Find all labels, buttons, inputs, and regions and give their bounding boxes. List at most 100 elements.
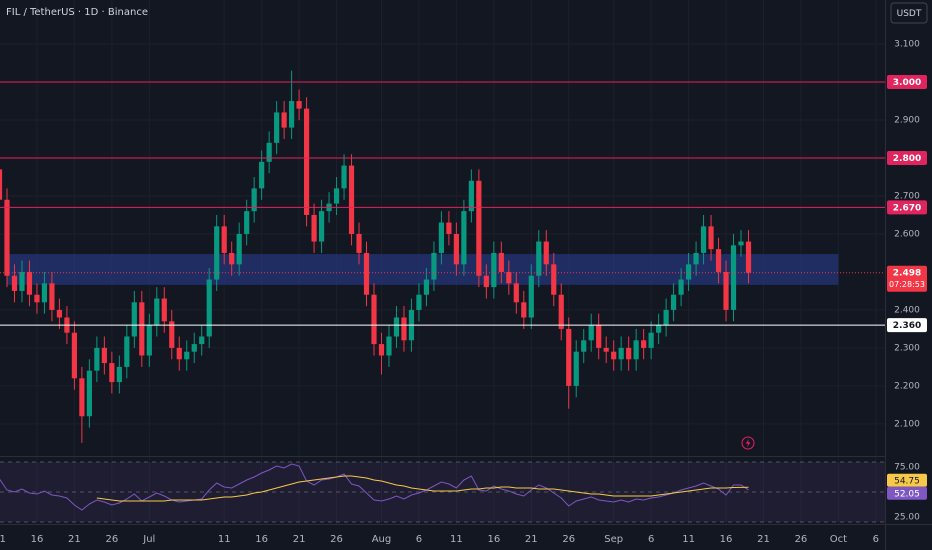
level-label-box	[887, 75, 927, 90]
rsi-line	[96, 475, 749, 502]
currency-button[interactable]	[890, 2, 928, 24]
currency-button-label[interactable]: USDT	[897, 9, 922, 19]
candle-body	[633, 340, 639, 360]
level-label-box	[887, 318, 927, 333]
candle-body	[34, 294, 40, 303]
last-price-box	[887, 265, 927, 292]
x-tick-label: 21	[757, 534, 770, 545]
candle-body	[700, 226, 707, 253]
candle-body	[371, 294, 377, 345]
x-tick-label: Oct	[830, 534, 847, 545]
level-label: 2.670	[893, 203, 921, 213]
candle-body	[483, 275, 489, 288]
candle-body	[289, 101, 295, 128]
candle-body	[0, 169, 3, 200]
axes: 11 16 21 26 Jul 11 16 21 26 Aug 6 11 16 21 26 Sep 6 11 16 2…	[0, 40, 927, 545]
y-tick-label: 2.200	[894, 381, 920, 391]
candle-body	[333, 188, 340, 204]
candle-body	[259, 161, 265, 189]
x-tick-label: 16	[487, 534, 500, 545]
candle-body	[26, 271, 33, 295]
candle-body	[251, 188, 257, 212]
last-price-label: 2.498	[893, 269, 921, 279]
candle-body	[626, 347, 632, 360]
x-tick-label: 16	[255, 534, 268, 545]
candle-body	[656, 325, 662, 333]
candle-body	[521, 302, 527, 318]
candle-body	[146, 325, 152, 356]
candle-body	[363, 252, 370, 295]
candle-body	[401, 317, 407, 341]
candle-body	[348, 165, 355, 234]
candle-body	[109, 363, 115, 383]
rsi-value-label: 52.05	[894, 489, 920, 499]
y-tick-label: 2.300	[894, 343, 920, 353]
rsi-tick-label: 25.00	[894, 513, 920, 523]
candle-body	[274, 112, 280, 143]
countdown-label: 07:28:53	[889, 280, 925, 289]
candle-body	[461, 211, 467, 265]
x-tick-label: 21	[525, 534, 538, 545]
chart-title: FIL / TetherUS · 1D · Binance	[6, 7, 148, 18]
y-tick-label: 2.700	[894, 191, 920, 201]
x-tick-label: 6	[416, 534, 422, 545]
level-label: 2.800	[893, 154, 921, 164]
x-tick-label: 6	[648, 534, 654, 545]
y-tick-label: 2.600	[894, 229, 920, 239]
x-tick-label: 11	[0, 534, 6, 545]
x-tick-label: 11	[450, 534, 463, 545]
candle-body	[603, 347, 609, 352]
candle-body	[543, 241, 549, 265]
candle-body	[498, 252, 504, 272]
level-label: 3.000	[893, 78, 921, 88]
candle-body	[678, 279, 684, 295]
x-tick-label: 21	[68, 534, 81, 545]
rsi-line	[0, 463, 749, 511]
candle-body	[303, 108, 310, 215]
candle-body	[229, 252, 235, 265]
candle-body	[416, 294, 422, 310]
candle-body	[356, 233, 362, 253]
candle-body	[311, 214, 317, 242]
support-zone	[6, 254, 839, 285]
rsi-value-box	[887, 473, 927, 487]
x-tick-label: Aug	[372, 534, 392, 545]
candle-body	[693, 252, 699, 265]
candle-body	[468, 180, 474, 212]
candle-body	[281, 112, 287, 128]
candle-body	[618, 347, 624, 360]
candle-body	[86, 370, 92, 417]
candle-body	[738, 241, 744, 246]
plot-area	[0, 70, 885, 523]
candle-body	[116, 366, 122, 383]
candle-body	[506, 271, 512, 284]
x-tick-label: 11	[682, 534, 695, 545]
candle-body	[723, 271, 729, 310]
candle-body	[446, 222, 452, 234]
candle-body	[266, 142, 272, 162]
candle-body	[176, 347, 182, 360]
candle-body	[184, 351, 190, 360]
x-tick-label: 26	[330, 534, 343, 545]
candle-body	[378, 344, 385, 356]
candle-body	[11, 275, 18, 291]
alert-icon	[741, 436, 755, 450]
candle-body	[588, 325, 594, 341]
candle-body	[423, 279, 430, 295]
candle-body	[573, 351, 579, 386]
candle-body	[648, 332, 654, 348]
candle-body	[49, 283, 55, 310]
candle-body	[438, 222, 445, 253]
candle-body	[169, 321, 175, 348]
candle-body	[296, 101, 302, 109]
candle-body	[685, 264, 692, 280]
candle-body	[596, 325, 602, 348]
candle-body	[393, 317, 400, 337]
candle-body	[730, 245, 737, 310]
candle-body	[244, 211, 250, 234]
x-tick-label: 16	[720, 534, 733, 545]
candle-body	[4, 199, 10, 276]
candle-body	[708, 226, 714, 250]
